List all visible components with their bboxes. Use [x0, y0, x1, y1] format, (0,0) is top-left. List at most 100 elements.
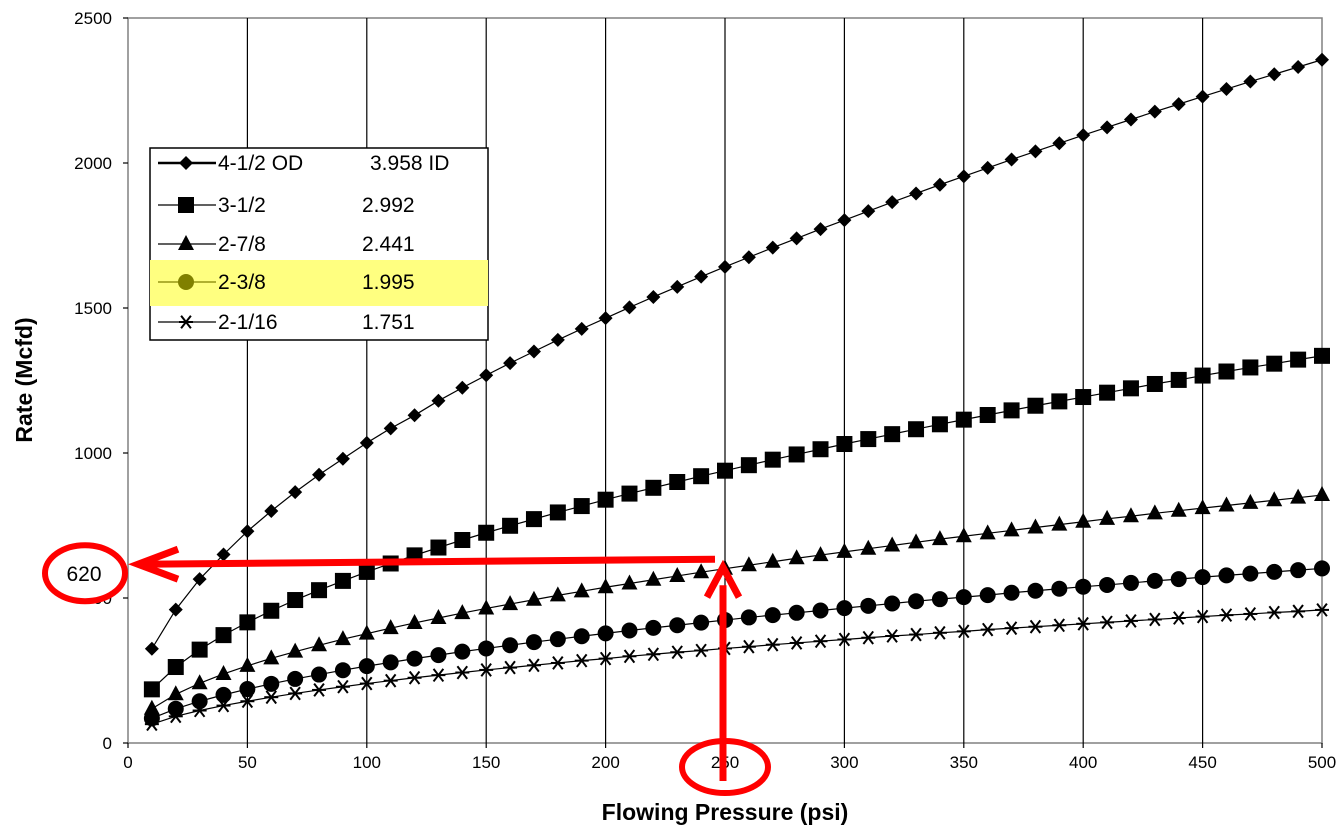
- data-point-diamond: [1171, 97, 1186, 112]
- star-stroke: [337, 679, 349, 694]
- star-stroke: [1053, 618, 1066, 633]
- data-point-triangle: [525, 590, 542, 606]
- data-point-circle: [1170, 571, 1187, 588]
- legend-id-value: 1.751: [362, 311, 415, 334]
- data-point-triangle: [764, 552, 781, 568]
- data-point-star: [980, 622, 995, 637]
- data-point-star: [144, 717, 159, 732]
- star-stroke: [981, 622, 994, 637]
- y-tick-label: 1500: [74, 299, 112, 318]
- data-point-square: [478, 524, 495, 541]
- data-point-circle: [1290, 562, 1307, 579]
- data-point-diamond: [1004, 152, 1019, 167]
- data-point-diamond: [312, 467, 327, 482]
- star-stroke: [1316, 602, 1328, 617]
- data-point-circle: [478, 640, 495, 657]
- star-stroke: [790, 636, 803, 650]
- data-point-diamond: [837, 213, 852, 228]
- data-point-circle: [573, 628, 590, 645]
- data-point-circle: [860, 597, 877, 614]
- star-stroke: [361, 676, 373, 691]
- data-point-triangle: [502, 595, 519, 611]
- star-stroke: [838, 632, 851, 647]
- data-point-star: [1004, 621, 1019, 636]
- data-point-square: [621, 485, 638, 502]
- data-point-diamond: [1076, 128, 1091, 143]
- data-point-star: [335, 679, 350, 694]
- data-point-square: [454, 532, 471, 548]
- data-point-square: [1314, 347, 1330, 364]
- data-point-square: [717, 462, 733, 479]
- data-point-square: [788, 446, 805, 463]
- data-point-star: [431, 668, 446, 683]
- legend-series-name: 2-1/16: [218, 311, 278, 334]
- data-point-diamond: [383, 421, 398, 436]
- data-point-square: [239, 614, 256, 631]
- star-stroke: [886, 629, 898, 643]
- data-point-star: [288, 686, 303, 701]
- data-point-square: [143, 681, 160, 698]
- data-point-circle: [454, 643, 471, 660]
- data-point-diamond: [192, 572, 207, 587]
- data-point-triangle: [454, 604, 471, 620]
- data-point-diamond: [179, 156, 193, 170]
- data-point-star: [1147, 612, 1162, 627]
- data-point-star: [598, 651, 613, 666]
- data-point-diamond: [885, 195, 900, 210]
- star-stroke: [814, 634, 827, 649]
- data-point-diamond: [861, 204, 876, 219]
- data-point-star: [789, 636, 804, 650]
- data-point-square: [430, 539, 447, 556]
- data-point-diamond: [670, 279, 685, 294]
- series-3-1-2: [143, 347, 1330, 698]
- data-point-circle: [884, 595, 901, 612]
- star-stroke: [241, 694, 254, 709]
- data-point-triangle: [621, 574, 638, 590]
- data-point-triangle: [1218, 496, 1235, 512]
- data-point-circle: [406, 650, 423, 667]
- y-callout-circle: [42, 542, 128, 605]
- data-point-circle: [287, 670, 304, 687]
- data-point-triangle: [597, 578, 614, 594]
- data-point-star: [168, 709, 183, 724]
- data-point-diamond: [574, 321, 589, 336]
- data-point-star: [622, 649, 637, 664]
- data-point-star: [574, 653, 589, 668]
- data-point-circle: [263, 675, 280, 692]
- data-point-square: [645, 479, 662, 496]
- data-point-triangle: [979, 524, 996, 540]
- data-point-diamond: [479, 368, 494, 383]
- data-point-star: [192, 703, 207, 718]
- data-point-square: [178, 197, 194, 213]
- star-stroke: [1220, 608, 1233, 623]
- data-point-circle: [1122, 574, 1139, 591]
- star-stroke: [432, 668, 445, 683]
- star-stroke: [599, 651, 612, 666]
- data-point-circle: [334, 662, 351, 679]
- data-point-star: [1052, 618, 1067, 633]
- star-stroke: [480, 663, 492, 677]
- data-point-diamond: [1147, 104, 1162, 119]
- data-point-triangle: [549, 586, 566, 602]
- data-point-star: [1219, 608, 1234, 623]
- star-stroke: [910, 627, 922, 642]
- data-point-diamond: [1267, 67, 1282, 82]
- data-point-circle: [931, 591, 948, 608]
- legend: 4-1/2 OD 3.958 ID 3-1/2 2.992 2-7/8 2.441 2-3/…: [149, 147, 489, 341]
- data-point-square: [597, 491, 614, 508]
- data-point-diamond: [1219, 82, 1234, 97]
- data-point-star: [1100, 615, 1115, 630]
- data-point-triangle: [478, 599, 495, 615]
- data-point-circle: [645, 619, 662, 636]
- data-point-diamond: [932, 177, 947, 192]
- data-point-star: [861, 630, 876, 645]
- data-point-square: [884, 426, 901, 443]
- data-point-star: [1243, 607, 1258, 621]
- x-tick-label: 400: [1069, 753, 1097, 772]
- data-point-square: [693, 468, 710, 485]
- data-point-circle: [812, 602, 829, 619]
- data-point-triangle: [788, 549, 805, 565]
- data-point-star: [837, 632, 852, 647]
- data-point-star: [1076, 616, 1091, 631]
